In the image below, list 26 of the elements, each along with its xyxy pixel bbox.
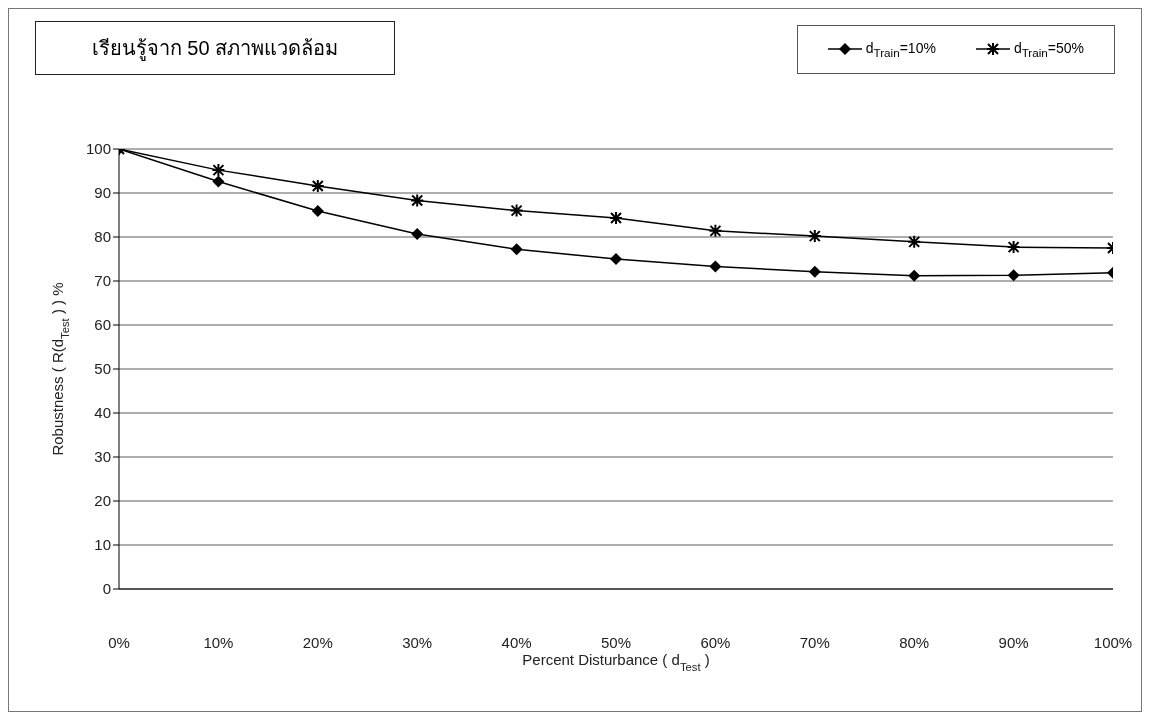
x-tick-label: 10% xyxy=(203,633,234,651)
legend-label: d$_{Train}$=50% xyxy=(1013,40,1084,59)
x-tick-label: 30% xyxy=(402,633,433,651)
x-tick-label: 20% xyxy=(302,633,333,651)
y-tick-label: 90 xyxy=(94,184,111,202)
x-tick-label: 40% xyxy=(501,633,532,651)
y-tick-label: 0 xyxy=(102,580,111,598)
y-tick-label: 50 xyxy=(94,360,111,378)
x-tick-label: 90% xyxy=(998,633,1029,651)
x-tick-label: 70% xyxy=(799,633,830,651)
y-tick-label: 40 xyxy=(94,404,111,422)
x-tick-label: 50% xyxy=(600,633,632,651)
x-tick-label: 0% xyxy=(108,633,130,651)
y-tick-label: 70 xyxy=(94,272,111,290)
y-tick-label: 60 xyxy=(94,316,111,334)
x-tick-label: 80% xyxy=(899,633,930,651)
y-tick-label: 10 xyxy=(94,536,111,554)
y-tick-label: 80 xyxy=(94,228,111,246)
chart-title: เรียนรู้จาก 50 สภาพแวดล้อม xyxy=(35,21,395,75)
x-axis-title: Percent Disturbance ( d$_{Test}$ ) xyxy=(522,651,710,673)
x-tick-label: 100% xyxy=(1093,633,1133,651)
legend-label: d$_{Train}$=10% xyxy=(865,40,936,59)
y-tick-label: 20 xyxy=(94,492,111,510)
y-tick-label: 100 xyxy=(85,140,111,158)
y-tick-label: 30 xyxy=(94,448,111,466)
x-tick-label: 60% xyxy=(700,633,731,651)
